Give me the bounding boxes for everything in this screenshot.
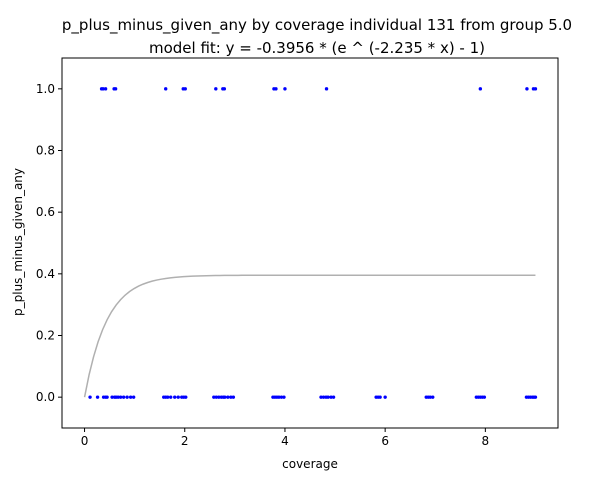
data-point: [478, 87, 483, 91]
data-point: [229, 395, 233, 399]
data-point: [431, 395, 435, 399]
data-point: [125, 395, 129, 399]
data-point: [383, 395, 387, 399]
y-tick-label: 1.0: [36, 82, 55, 96]
x-tick-label: 2: [181, 434, 189, 448]
x-tick-label: 8: [482, 434, 490, 448]
data-point: [116, 395, 120, 399]
data-point: [110, 395, 114, 399]
data-point: [166, 395, 170, 399]
points-layer: [88, 87, 538, 399]
data-point: [223, 395, 227, 399]
data-point: [279, 395, 284, 399]
y-tick-label: 0.6: [36, 205, 55, 219]
y-tick-label: 0.2: [36, 329, 55, 343]
data-point: [533, 395, 538, 399]
data-point: [226, 395, 230, 399]
y-tick-label: 0.0: [36, 390, 55, 404]
y-tick-label: 0.4: [36, 267, 55, 281]
x-axis-label: coverage: [282, 457, 338, 471]
chart-title: p_plus_minus_given_any by coverage indiv…: [62, 16, 572, 35]
fit-curve-layer: [83, 274, 536, 398]
data-point: [533, 87, 538, 91]
data-point: [324, 87, 329, 91]
data-point: [217, 395, 221, 399]
data-point: [176, 395, 180, 399]
x-tick-label: 4: [281, 434, 289, 448]
data-point: [525, 87, 529, 91]
data-point: [105, 395, 109, 399]
data-point: [231, 395, 236, 399]
data-point: [428, 395, 432, 399]
plot-background: [62, 58, 558, 428]
data-point: [331, 395, 336, 399]
data-point: [274, 87, 278, 91]
data-point: [283, 87, 287, 91]
data-point: [321, 395, 326, 399]
data-point: [214, 87, 218, 91]
data-point: [118, 395, 123, 399]
data-point: [277, 395, 281, 399]
data-point: [173, 395, 177, 399]
x-tick-label: 6: [381, 434, 389, 448]
data-point: [95, 395, 100, 399]
data-point: [121, 395, 126, 399]
data-point: [131, 395, 136, 399]
plot-frame: [61, 57, 559, 429]
data-point: [103, 87, 108, 91]
y-tick-label: 0.8: [36, 144, 55, 158]
data-point: [184, 395, 188, 399]
data-point: [222, 87, 227, 91]
data-point: [164, 87, 168, 91]
data-point: [212, 395, 216, 399]
data-point: [128, 395, 133, 399]
fit-curve: [83, 274, 536, 398]
data-point: [329, 395, 333, 399]
x-tick-label: 0: [81, 434, 89, 448]
chart-subtitle: model fit: y = -0.3956 * (e ^ (-2.235 * …: [149, 39, 485, 57]
axes-layer: 0 2 4 6 8 0.0 0.2 0.4 0.6 0.8 1.0: [36, 57, 559, 448]
data-point: [378, 395, 382, 399]
data-point: [326, 395, 330, 399]
data-point: [319, 395, 323, 399]
data-point: [282, 395, 286, 399]
data-point: [101, 87, 105, 91]
y-axis-label: p_plus_minus_given_any: [11, 168, 25, 316]
plot-area: [62, 58, 558, 428]
data-point: [88, 395, 92, 399]
data-point: [214, 395, 219, 399]
data-point: [169, 395, 173, 399]
data-point: [113, 87, 118, 91]
data-point: [183, 87, 187, 91]
data-point: [482, 395, 487, 399]
